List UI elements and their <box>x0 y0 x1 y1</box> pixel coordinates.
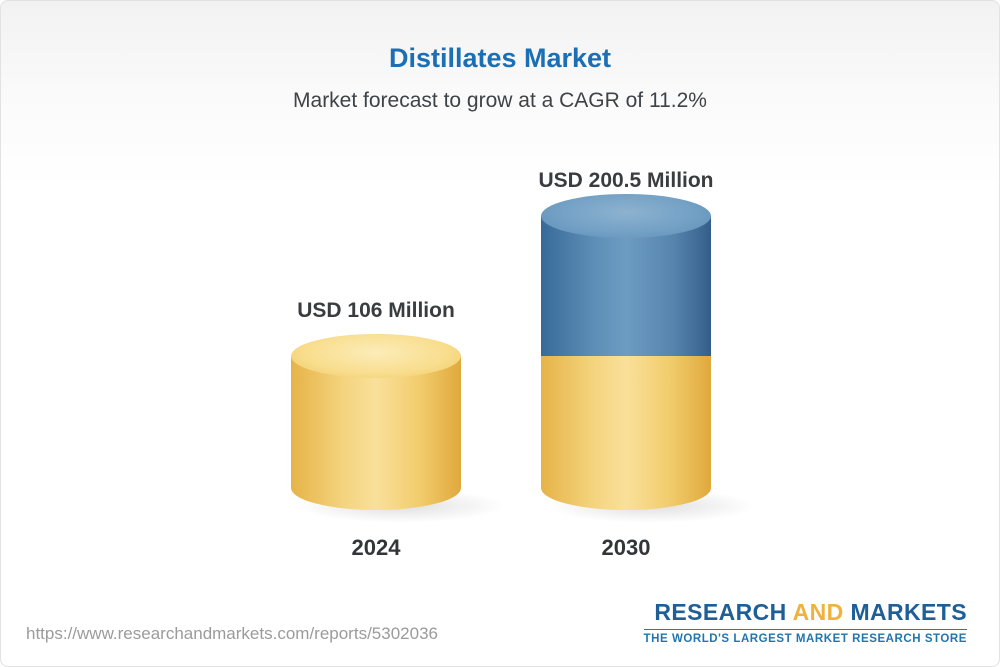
value-label-2024: USD 106 Million <box>297 299 455 322</box>
logo-wordmark: RESEARCH AND MARKETS <box>644 599 967 626</box>
chart-title: Distillates Market <box>388 43 612 73</box>
logo-word-research: RESEARCH <box>654 599 787 625</box>
axis-label-2030: 2030 <box>601 535 651 560</box>
cylinder-cap-2030 <box>541 194 711 238</box>
logo-divider <box>643 629 967 630</box>
bar-segment-base-2030 <box>541 356 711 510</box>
logo-word-and: AND <box>792 599 844 625</box>
bar-segment-base-2024 <box>291 356 461 510</box>
value-label-2030: USD 200.5 Million <box>538 169 714 192</box>
research-and-markets-logo: RESEARCH AND MARKETS THE WORLD'S LARGEST… <box>643 599 967 645</box>
logo-word-markets: MARKETS <box>850 599 967 625</box>
bar-cylinder-2024 <box>291 334 461 510</box>
bar-segment-growth-2030 <box>541 216 711 356</box>
cylinder-cap-2024 <box>291 334 461 378</box>
axis-label-2024: 2024 <box>351 535 401 560</box>
logo-tagline: THE WORLD'S LARGEST MARKET RESEARCH STOR… <box>643 633 967 645</box>
report-url: https://www.researchandmarkets.com/repor… <box>26 624 438 643</box>
bar-cylinder-2030 <box>541 194 711 510</box>
chart-subtitle: Market forecast to grow at a CAGR of 11.… <box>293 89 707 112</box>
